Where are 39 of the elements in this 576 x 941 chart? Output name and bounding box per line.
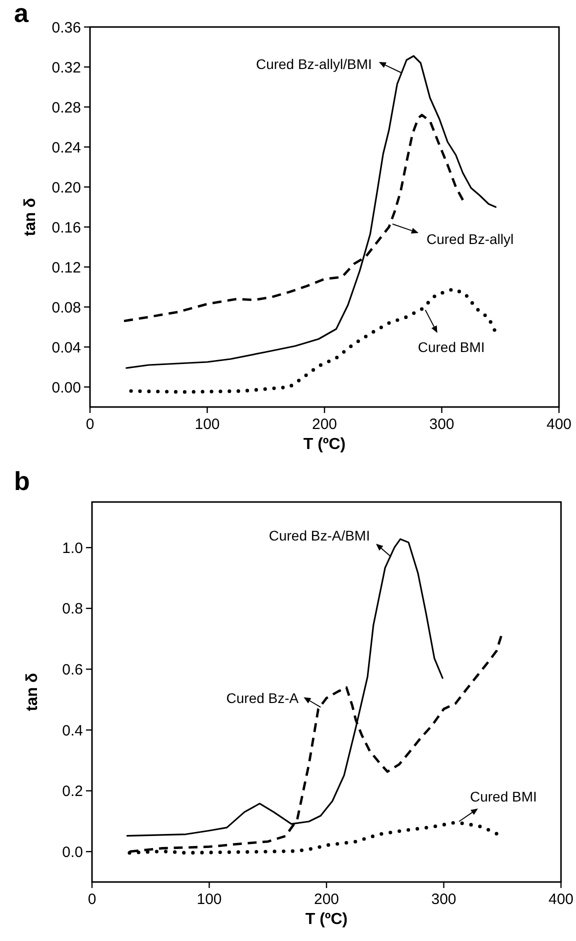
y-tick-label: 0.08 bbox=[52, 299, 81, 316]
y-axis-title: tan δ bbox=[24, 672, 41, 712]
annotation: Cured Bz-allyl bbox=[426, 230, 514, 247]
x-tick-label: 0 bbox=[88, 891, 96, 908]
x-tick-label: 100 bbox=[194, 416, 220, 433]
y-tick-label: 0.8 bbox=[62, 600, 83, 618]
y-tick-label: 0.12 bbox=[52, 259, 81, 276]
y-tick-label: 0.20 bbox=[52, 179, 81, 196]
x-tick-label: 300 bbox=[429, 416, 454, 433]
y-tick-label: 0.4 bbox=[62, 722, 83, 740]
x-tick-label: 300 bbox=[431, 891, 456, 908]
x-tick-label: 200 bbox=[312, 416, 338, 433]
x-tick-label: 200 bbox=[314, 891, 340, 908]
y-tick-label: 0.16 bbox=[52, 219, 81, 236]
annotation: Cured Bz-A/BMI bbox=[268, 528, 370, 544]
y-tick-label: 1.0 bbox=[62, 540, 83, 557]
y-tick-label: 0.6 bbox=[62, 661, 83, 678]
chart-title: a bbox=[14, 0, 29, 28]
annotation: Cured BMI bbox=[470, 788, 537, 804]
x-axis-title: T (ºC) bbox=[303, 436, 346, 453]
x-tick-label: 0 bbox=[86, 416, 94, 433]
annotation: Cured Bz-A bbox=[226, 690, 300, 706]
y-tick-label: 0.28 bbox=[52, 99, 81, 116]
y-tick-label: 0.00 bbox=[52, 379, 81, 396]
y-tick-label: 0.0 bbox=[62, 844, 83, 861]
y-tick-label: 0.32 bbox=[52, 59, 81, 76]
chart-title: b bbox=[14, 466, 30, 496]
annotation: Cured BMI bbox=[418, 338, 485, 355]
line-series bbox=[129, 287, 496, 394]
y-axis-title: tan δ bbox=[22, 198, 39, 236]
x-tick-label: 400 bbox=[548, 891, 574, 908]
y-tick-label: 0.04 bbox=[52, 339, 81, 356]
y-tick-label: 0.24 bbox=[52, 139, 81, 156]
annotation: Cured Bz-allyl/BMI bbox=[256, 56, 372, 72]
y-tick-label: 0.36 bbox=[52, 19, 81, 36]
x-axis-title: T (ºC) bbox=[305, 911, 348, 928]
x-tick-label: 100 bbox=[196, 891, 222, 908]
x-tick-label: 400 bbox=[546, 416, 572, 433]
y-tick-label: 0.2 bbox=[62, 783, 83, 800]
